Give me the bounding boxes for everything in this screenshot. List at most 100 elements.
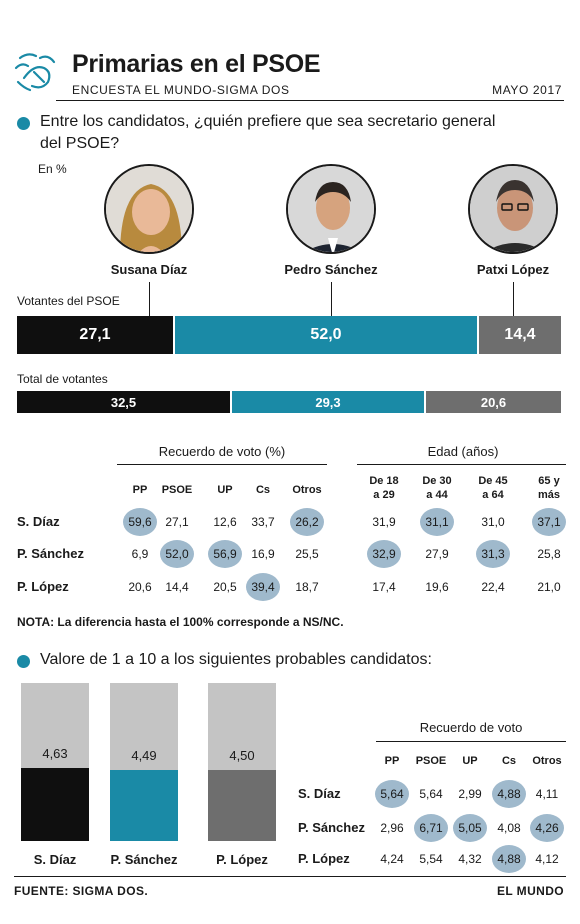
table-cell: 4,11: [535, 787, 559, 801]
table-cell: 33,7: [251, 515, 275, 529]
question-2-text: Valore de 1 a 10 a los siguientes probab…: [40, 651, 432, 668]
column-header: Otros: [532, 755, 562, 767]
column-header: PP: [132, 484, 148, 496]
table-cell: 14,4: [165, 580, 189, 594]
table-cell: 4,26: [530, 814, 564, 842]
table-cell: 5,64: [375, 780, 409, 808]
table-cell: 39,4: [246, 573, 280, 601]
column-header: Otros: [292, 484, 322, 496]
pointer-line: [331, 282, 332, 316]
table-cell: 27,9: [425, 547, 449, 561]
table-cell: 32,9: [367, 540, 401, 568]
bar-value-label: 4,49: [131, 748, 157, 763]
table-cell: 56,9: [208, 540, 242, 568]
column-header: De 18 a 29: [369, 475, 399, 501]
page-subtitle: ENCUESTA EL MUNDO-SIGMA DOS: [72, 83, 290, 97]
question-1-line-2: del PSOE?: [40, 135, 120, 152]
footer-rule: [14, 876, 566, 877]
table-cell: 21,0: [537, 580, 561, 594]
avatar-patxi-lopez: [468, 164, 558, 254]
table-group-title-edad: Edad (años): [427, 444, 499, 459]
column-header: PSOE: [415, 755, 447, 767]
table-cell: 12,6: [213, 515, 237, 529]
table-cell: 2,99: [458, 787, 482, 801]
table-cell: 17,4: [372, 580, 396, 594]
table-cell: 5,05: [453, 814, 487, 842]
bar-2-title: Total de votantes: [17, 372, 108, 386]
bar-segment: 14,4: [479, 316, 561, 354]
column-header: PSOE: [161, 484, 193, 496]
table-cell: 25,5: [295, 547, 319, 561]
bar-segment: 27,1: [17, 316, 173, 354]
row-label: P. Sánchez: [298, 820, 365, 835]
stacked-bar-total-votantes: 32,5 29,3 20,6: [17, 391, 563, 413]
column-header: Cs: [255, 484, 271, 496]
table-cell: 20,6: [128, 580, 152, 594]
table-cell: 20,5: [213, 580, 237, 594]
table-group-rule: [117, 464, 327, 465]
stacked-bar-votantes-psoe: 27,1 52,0 14,4: [17, 316, 563, 354]
avatar-pedro-sanchez: [286, 164, 376, 254]
question-bullet-icon: [17, 655, 30, 668]
candidate-name: Susana Díaz: [110, 262, 188, 277]
table-cell: 59,6: [123, 508, 157, 536]
column-header: 65 y más: [537, 475, 561, 501]
table-cell: 5,54: [419, 852, 443, 866]
table-cell: 4,32: [458, 852, 482, 866]
column-header: UP: [217, 484, 233, 496]
table-cell: 18,7: [295, 580, 319, 594]
bar-value-label: 4,50: [229, 748, 255, 763]
table-cell: 4,12: [535, 852, 559, 866]
page-title: Primarias en el PSOE: [72, 50, 321, 78]
header-rule: [56, 100, 564, 101]
table-cell: 27,1: [165, 515, 189, 529]
bar-segment: 20,6: [426, 391, 561, 413]
pointer-line: [149, 282, 150, 316]
bar-category-label: P. Sánchez: [110, 852, 178, 867]
table-cell: 37,1: [532, 508, 566, 536]
table-cell: 4,24: [380, 852, 404, 866]
table-cell: 25,8: [537, 547, 561, 561]
table-cell: 22,4: [481, 580, 505, 594]
table-2-rule: [376, 741, 566, 742]
publication-date: MAYO 2017: [492, 83, 562, 97]
bar-segment: 29,3: [232, 391, 424, 413]
bar-fill: [21, 768, 89, 841]
table-cell: 5,64: [419, 787, 443, 801]
row-label: P. López: [298, 851, 350, 866]
bar-segment: 32,5: [17, 391, 230, 413]
table-cell: 6,71: [414, 814, 448, 842]
avatar-susana-diaz: [104, 164, 194, 254]
table-cell: 26,2: [290, 508, 324, 536]
row-label: S. Díaz: [17, 514, 60, 529]
bar-category-label: P. López: [216, 852, 268, 867]
note-text: NOTA: La diferencia hasta el 100% corres…: [17, 615, 344, 629]
pointer-line: [513, 282, 514, 316]
column-header: UP: [462, 755, 478, 767]
table-cell: 31,0: [481, 515, 505, 529]
bar-segment: 52,0: [175, 316, 477, 354]
fist-rose-logo-icon: [14, 53, 56, 92]
source-text: FUENTE: SIGMA DOS.: [14, 884, 149, 898]
table-cell: 16,9: [251, 547, 275, 561]
question-bullet-icon: [17, 117, 30, 130]
candidate-name: Pedro Sánchez: [284, 262, 378, 277]
column-header: Cs: [501, 755, 517, 767]
table-cell: 31,3: [476, 540, 510, 568]
bar-fill: [110, 770, 178, 841]
row-label: P. Sánchez: [17, 546, 84, 561]
unit-label: En %: [38, 162, 67, 176]
brand-text: EL MUNDO: [497, 884, 564, 898]
candidate-name: Patxi López: [476, 262, 550, 277]
header: Primarias en el PSOE ENCUESTA EL MUNDO-S…: [14, 50, 566, 100]
table-cell: 4,08: [497, 821, 521, 835]
row-label: P. López: [17, 579, 69, 594]
table-cell: 19,6: [425, 580, 449, 594]
table-cell: 31,1: [420, 508, 454, 536]
table-cell: 52,0: [160, 540, 194, 568]
bar-category-label: S. Díaz: [33, 852, 77, 867]
column-header: PP: [384, 755, 400, 767]
column-header: De 30 a 44: [422, 475, 452, 501]
bar-fill: [208, 770, 276, 841]
table-2-title: Recuerdo de voto: [419, 720, 523, 735]
